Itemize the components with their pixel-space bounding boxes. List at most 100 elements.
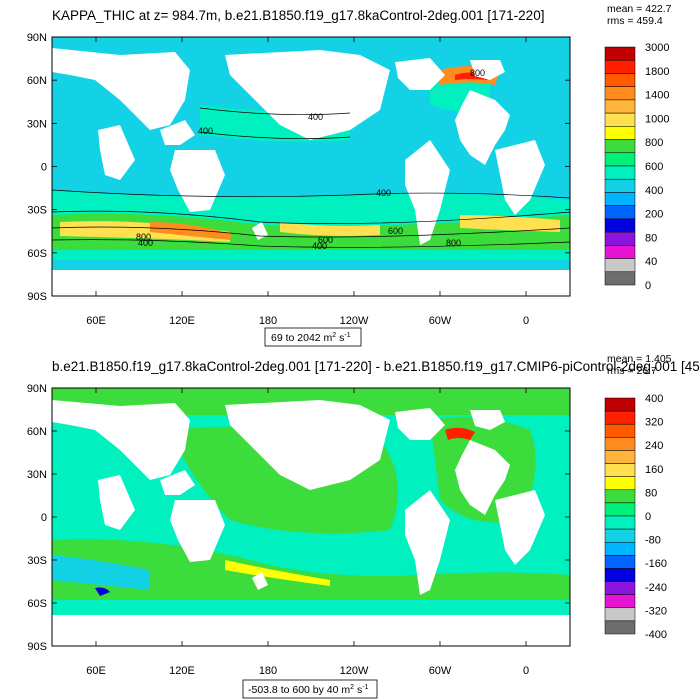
bottom-colorbar-swatch [604,594,636,609]
top-contour-label: 800 [136,232,151,242]
bottom-colorbar-swatch [604,502,636,517]
top-colorbar-label: 400 [645,185,663,197]
bottom-colorbar-swatch [604,450,636,464]
top-lat-tick-label: 0 [41,162,47,174]
top-contour-lines [52,107,570,248]
top-colorbar-swatch [604,126,636,140]
bottom-lon-tick-label: 60W [429,665,452,677]
bottom-colorbar-swatch [604,555,636,569]
bottom-colorbar-label: 320 [645,417,663,429]
top-range-box: 69 to 2042 m2 s-1 [264,327,362,347]
bottom-colorbar-swatch [604,489,636,504]
top-colorbar-label: 600 [645,161,663,173]
bottom-colorbar-swatch [604,423,636,438]
bottom-range-text: -503.8 to 600 by 40 m [248,684,350,696]
top-contour-label: 400 [312,241,327,251]
bottom-mean-label: mean = 1.405 [607,353,672,365]
top-range-sup: 2 [332,332,336,339]
top-colorbar-swatch [604,59,636,74]
bottom-lat-tick-label: 60S [27,598,47,610]
top-lat-tick-label: 60N [27,75,47,87]
top-mean-label: mean = 422.7 [607,3,672,15]
top-lon-tick-label: 120W [340,315,369,327]
bottom-lat-tick-label: 30N [27,469,47,481]
top-lon-tick-label: 120E [169,315,195,327]
bottom-southern-green [52,539,570,600]
svg-text:69 to 2042 m2 s-1: 69 to 2042 m2 s-1 [271,332,351,344]
top-lat-tick-label: 90S [27,291,47,303]
top-contour-label: 800 [446,238,461,248]
bottom-colorbar-label: 160 [645,464,663,476]
bottom-indian-cyan [52,555,150,590]
bottom-lat-tick-label: 60N [27,426,47,438]
top-colorbar-label: 3000 [645,42,669,54]
bottom-colorbar-swatch [604,515,636,530]
bottom-lon-tick-label: 120E [169,665,195,677]
top-range-text: 69 to 2042 m [271,332,333,344]
bottom-north-atlantic-red [445,427,475,440]
bottom-map-panel: b.e21.B1850.f19_g17.8kaControl-2deg.001 … [27,353,700,699]
bottom-colorbar-swatch [604,528,636,543]
top-colorbar-swatch [604,86,636,101]
bottom-colorbar-swatch [604,541,636,556]
top-contour-label: 800 [470,68,485,78]
top-colorbar-swatch [604,73,636,87]
bottom-colorbar-swatch [604,437,636,451]
bottom-land-mask [52,400,570,646]
top-lat-axis: 90N 60N 30N 0 30S 60S 90S [27,32,570,303]
top-map-panel: KAPPA_THIC at z= 984.7m, b.e21.B1850.f19… [27,3,672,347]
bottom-lon-tick-label: 180 [259,665,277,677]
top-colorbar-swatch [604,112,636,127]
top-colorbar-label: 40 [645,256,657,268]
bottom-colorbar-swatch [604,607,636,622]
bottom-colorbar-swatch [604,463,636,477]
bottom-colorbar-label: 400 [645,393,663,405]
top-colorbar-swatch [604,165,636,180]
bottom-range-box: -503.8 to 600 by 40 m2 s-1 [242,679,378,699]
top-lat-tick-label: 60S [27,248,47,260]
top-colorbar-swatch [604,205,636,220]
top-contour-labels: 400 800 400 600 400 600 800 400 400 800 [136,68,485,251]
bottom-lon-axis: 60E 120E 180 120W 60W 0 [86,388,529,677]
top-contour-label: 600 [388,226,403,236]
bottom-colorbar-label: -400 [645,629,667,641]
top-colorbar-label: 1400 [645,90,669,102]
bottom-lat-tick-label: 30S [27,555,47,567]
top-acc-yellow-3 [460,215,560,232]
bottom-lat-tick-label: 0 [41,512,47,524]
top-colorbar-swatch [604,152,636,167]
bottom-colorbar-swatch [604,397,636,412]
top-rms-label: rms = 459.4 [607,15,663,27]
top-range-exp: -1 [344,332,350,339]
bottom-colorbar-swatch [604,568,636,582]
top-colorbar-swatch [604,99,636,114]
top-colorbar-swatch [604,231,636,246]
svg-text:-503.8 to 600 by 40 m2 s-1: -503.8 to 600 by 40 m2 s-1 [248,684,369,696]
top-contour-label: 600 [318,235,333,245]
bottom-colorbar: 400 320 240 160 80 0 -80 -160 -240 -320 -400 [604,393,667,641]
bottom-colorbar-swatch [604,410,636,425]
top-acc-orange [150,222,232,240]
top-colorbar-label: 0 [645,280,651,292]
bottom-colorbar-swatch [604,581,636,595]
top-lon-axis: 60E 120E 180 120W 60W 0 [86,37,529,327]
bottom-rms-label: rms = 26.7 [607,365,657,377]
top-range-tail: s [336,332,344,344]
bottom-lat-tick-label: 90S [27,641,47,653]
bottom-blue-spot [95,587,110,596]
bottom-lat-tick-label: 90N [27,383,47,395]
top-colorbar-swatch [604,245,636,259]
top-contour-label: 400 [376,188,391,198]
bottom-range-sup: 2 [350,684,354,691]
top-lat-tick-label: 30N [27,118,47,130]
bottom-lon-tick-label: 60E [86,665,106,677]
top-contour-label: 400 [198,126,213,136]
top-map-title: KAPPA_THIC at z= 984.7m, b.e21.B1850.f19… [52,8,544,23]
bottom-colorbar-swatch [604,476,636,491]
bottom-colorbar-label: -160 [645,558,667,570]
top-acc-yellow-2 [280,222,380,236]
bottom-colorbar-label: 0 [645,511,651,523]
bottom-map-title: b.e21.B1850.f19_g17.8kaControl-2deg.001 … [52,359,700,374]
bottom-colorbar-label: -240 [645,582,667,594]
